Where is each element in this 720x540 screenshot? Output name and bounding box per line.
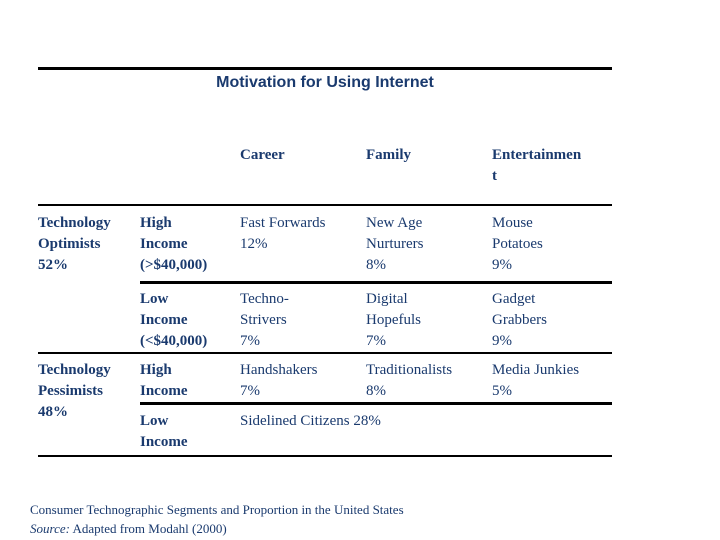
table-row: Low Income (<$40,000) Techno- Strivers 7… — [38, 282, 612, 354]
caption-source-text: Adapted from Modahl (2000) — [69, 521, 227, 536]
segment-gadget-grabbers: Gadget Grabbers 9% — [492, 282, 612, 354]
segment-fast-forwards: Fast Forwards 12% — [240, 205, 366, 284]
table-row: Technology Optimists 52% High Income (>$… — [38, 205, 612, 354]
column-header-career: Career — [240, 135, 366, 206]
income-high-pessimists: High Income — [140, 352, 240, 405]
table-row: Low Income Sidelined Citizens 28% — [38, 403, 612, 457]
table-caption: Consumer Technographic Segments and Prop… — [30, 500, 630, 538]
segment-mouse-potatoes: Mouse Potatoes 9% — [492, 205, 612, 284]
column-header-entertainment: Entertainmen t — [492, 135, 612, 206]
income-low-pessimists: Low Income — [140, 403, 240, 457]
caption-line: Consumer Technographic Segments and Prop… — [30, 502, 404, 517]
segment-media-junkies: Media Junkies 5% — [492, 352, 612, 405]
segment-digital-hopefuls: Digital Hopefuls 7% — [366, 282, 492, 354]
income-high-optimists: High Income (>$40,000) — [140, 205, 240, 284]
header-spacer — [140, 135, 240, 206]
caption-source: Source: Adapted from Modahl (2000) — [30, 519, 630, 538]
segment-traditionalists: Traditionalists 8% — [366, 352, 492, 405]
table-header-row: Career Family Entertainmen t — [38, 135, 612, 206]
column-header-family: Family — [366, 135, 492, 206]
segment-techno-strivers: Techno- Strivers 7% — [240, 282, 366, 354]
header-spacer — [38, 135, 140, 206]
group-label-pessimists: Technology Pessimists 48% — [38, 352, 140, 457]
title-divider-line — [38, 67, 612, 70]
income-low-optimists: Low Income (<$40,000) — [140, 282, 240, 354]
technographics-table: Career Family Entertainmen t Technology … — [38, 135, 612, 457]
segment-sidelined-citizens: Sidelined Citizens 28% — [240, 403, 612, 457]
table-row: Technology Pessimists 48% High Income Ha… — [38, 352, 612, 457]
segment-new-age-nurturers: New Age Nurturers 8% — [366, 205, 492, 284]
segment-handshakers: Handshakers 7% — [240, 352, 366, 405]
group-label-optimists: Technology Optimists 52% — [38, 205, 140, 354]
caption-source-label: Source: — [30, 521, 70, 536]
slide-title: Motivation for Using Internet — [216, 74, 434, 91]
